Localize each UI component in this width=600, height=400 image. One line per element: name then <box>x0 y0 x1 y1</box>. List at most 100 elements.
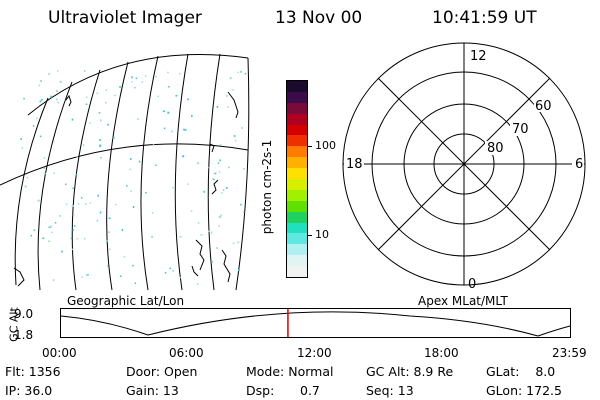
uv-speckle <box>155 164 157 166</box>
uv-speckle <box>84 238 86 240</box>
map-limb <box>27 54 249 116</box>
uv-speckle <box>135 77 138 80</box>
gc-altitude: GC Alt: 8.9 Re <box>366 364 454 379</box>
uv-speckle <box>72 187 74 190</box>
uv-speckle <box>108 217 111 219</box>
uv-speckle <box>219 144 222 146</box>
uv-speckle <box>85 203 87 205</box>
uv-speckle <box>226 95 228 97</box>
mlt-label-12: 12 <box>470 49 487 64</box>
uv-speckle <box>217 162 220 164</box>
uv-speckle <box>71 118 74 121</box>
uv-speckle <box>57 101 59 104</box>
uv-speckle <box>106 264 109 267</box>
uv-speckle <box>33 229 36 231</box>
uv-speckle <box>196 162 199 165</box>
colorbar-segment <box>287 135 307 147</box>
uv-speckle <box>240 203 242 206</box>
colorbar-segment <box>287 81 307 92</box>
lat-label-60: 60 <box>535 99 552 114</box>
uv-speckle <box>131 76 133 79</box>
uv-speckle <box>77 203 80 205</box>
left-panel-label: Geographic Lat/Lon <box>67 294 185 308</box>
uv-speckle <box>187 98 189 101</box>
gain-value: Gain: 13 <box>126 383 179 398</box>
uv-speckle <box>212 178 215 181</box>
uv-speckle <box>50 95 53 98</box>
timeline-tick-3: 18:00 <box>424 346 459 360</box>
uv-speckle <box>82 144 85 147</box>
uv-speckle <box>71 248 74 251</box>
flight-number: Flt: 1356 <box>5 364 61 379</box>
dsp-value: 0.7 <box>300 383 320 398</box>
uv-speckle <box>105 102 107 104</box>
uv-speckle <box>182 155 185 158</box>
uv-speckle <box>228 166 230 169</box>
uv-speckle <box>99 139 101 141</box>
uv-speckle <box>207 230 210 233</box>
uv-speckle <box>175 95 178 97</box>
colorbar <box>286 80 308 278</box>
uv-speckle <box>42 237 45 239</box>
uv-speckle <box>56 90 58 92</box>
uv-speckle <box>222 189 225 192</box>
mlt-label-6: 6 <box>575 157 583 172</box>
uv-speckle <box>167 111 170 114</box>
uv-speckle <box>37 199 40 202</box>
uv-speckle <box>120 275 122 277</box>
uv-speckle <box>24 185 27 188</box>
uv-speckle <box>132 206 135 208</box>
uv-speckle <box>83 70 86 72</box>
uv-speckle <box>123 256 126 258</box>
colorbar-segment <box>287 255 307 267</box>
uv-speckle <box>81 276 83 278</box>
ip-value: IP: 36.0 <box>5 383 53 398</box>
altitude-curve <box>60 311 571 337</box>
date-label: 13 Nov 00 <box>275 8 363 28</box>
uv-speckle <box>54 222 57 224</box>
uv-speckle <box>89 122 91 124</box>
uv-speckle <box>59 214 61 217</box>
uv-speckle <box>232 242 235 245</box>
uv-speckle <box>133 86 136 89</box>
uv-speckle <box>51 231 53 234</box>
colorbar-segment <box>287 222 307 234</box>
uv-speckle <box>163 127 166 130</box>
uv-speckle <box>221 192 223 194</box>
uv-speckle <box>106 240 108 242</box>
uv-speckle <box>237 71 239 74</box>
uv-speckle <box>218 216 221 219</box>
uv-speckle <box>164 271 167 274</box>
uv-speckle <box>85 274 88 276</box>
uv-speckle <box>157 95 159 98</box>
geographic-map <box>0 53 250 291</box>
uv-speckle <box>229 77 232 80</box>
uv-speckle <box>72 214 75 216</box>
colorbar-segment <box>287 266 307 278</box>
uv-speckle <box>56 98 58 101</box>
timeline-tick-0: 00:00 <box>42 346 77 360</box>
uv-speckle <box>39 135 42 138</box>
uv-speckle <box>89 202 92 204</box>
uv-speckle <box>162 110 165 112</box>
uv-speckle <box>61 250 63 253</box>
uv-speckle <box>216 247 218 249</box>
uv-speckle <box>52 279 55 282</box>
uv-speckle <box>225 187 228 189</box>
uv-speckle <box>172 186 174 189</box>
uv-speckle <box>96 92 98 94</box>
uv-speckle <box>219 159 221 162</box>
geo-longitude: GLon: 172.5 <box>486 383 562 398</box>
colorbar-tick-10 <box>307 235 312 236</box>
uv-speckle <box>197 283 199 285</box>
uv-speckle <box>191 114 193 117</box>
uv-speckle <box>179 276 181 279</box>
right-panel-label: Apex MLat/MLT <box>418 294 508 308</box>
uv-speckle <box>130 190 132 193</box>
uv-speckle <box>145 191 147 194</box>
uv-speckle <box>130 158 132 161</box>
uv-speckle <box>216 105 219 108</box>
uv-speckle <box>119 86 122 88</box>
colorbar-segment <box>287 244 307 256</box>
uv-speckle <box>85 103 88 105</box>
